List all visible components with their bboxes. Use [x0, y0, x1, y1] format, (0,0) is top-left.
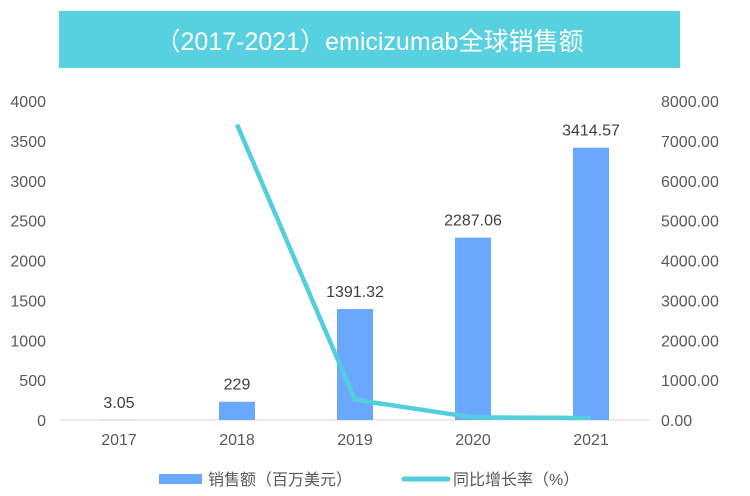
bar: [455, 237, 491, 420]
y-left-tick: 4000: [10, 94, 46, 111]
y-left-tick: 2500: [10, 214, 46, 231]
y-right-tick: 2000.00: [661, 333, 719, 350]
y-left-tick: 1500: [10, 293, 46, 310]
legend-line-label: 同比增长率（%）: [453, 471, 579, 489]
x-tick: 2018: [219, 432, 255, 449]
y-left-tick: 1000: [10, 333, 46, 350]
y-right-tick: 5000.00: [661, 214, 719, 231]
data-label: 229: [224, 377, 251, 394]
y-right-tick: 3000.00: [661, 293, 719, 310]
x-tick: 2017: [101, 432, 137, 449]
y-right-tick: 1000.00: [661, 373, 719, 390]
y-right-tick: 0.00: [661, 413, 692, 430]
y-left-tick: 3500: [10, 134, 46, 151]
x-tick: 2019: [337, 432, 373, 449]
x-tick: 2020: [455, 432, 491, 449]
legend-bar-swatch: [159, 474, 202, 484]
y-left-tick: 0: [37, 413, 46, 430]
data-label: 3.05: [103, 395, 134, 412]
y-left-tick: 500: [19, 373, 46, 390]
data-label: 3414.57: [562, 123, 620, 140]
y-left-tick: 2000: [10, 254, 46, 271]
y-left-tick: 3000: [10, 174, 46, 191]
chart-title: （2017-2021）emicizumab全球销售额: [59, 11, 680, 68]
x-tick: 2021: [573, 432, 609, 449]
y-right-tick: 7000.00: [661, 134, 719, 151]
bar: [219, 401, 255, 420]
y-right-tick: 8000.00: [661, 94, 719, 111]
growth-line: [234, 123, 592, 421]
legend-bar-label: 销售额（百万美元）: [208, 471, 352, 489]
data-label: 1391.32: [326, 284, 384, 301]
y-right-tick: 4000.00: [661, 254, 719, 271]
y-right-tick: 6000.00: [661, 174, 719, 191]
bar: [573, 147, 609, 420]
data-label: 2287.06: [444, 213, 502, 230]
